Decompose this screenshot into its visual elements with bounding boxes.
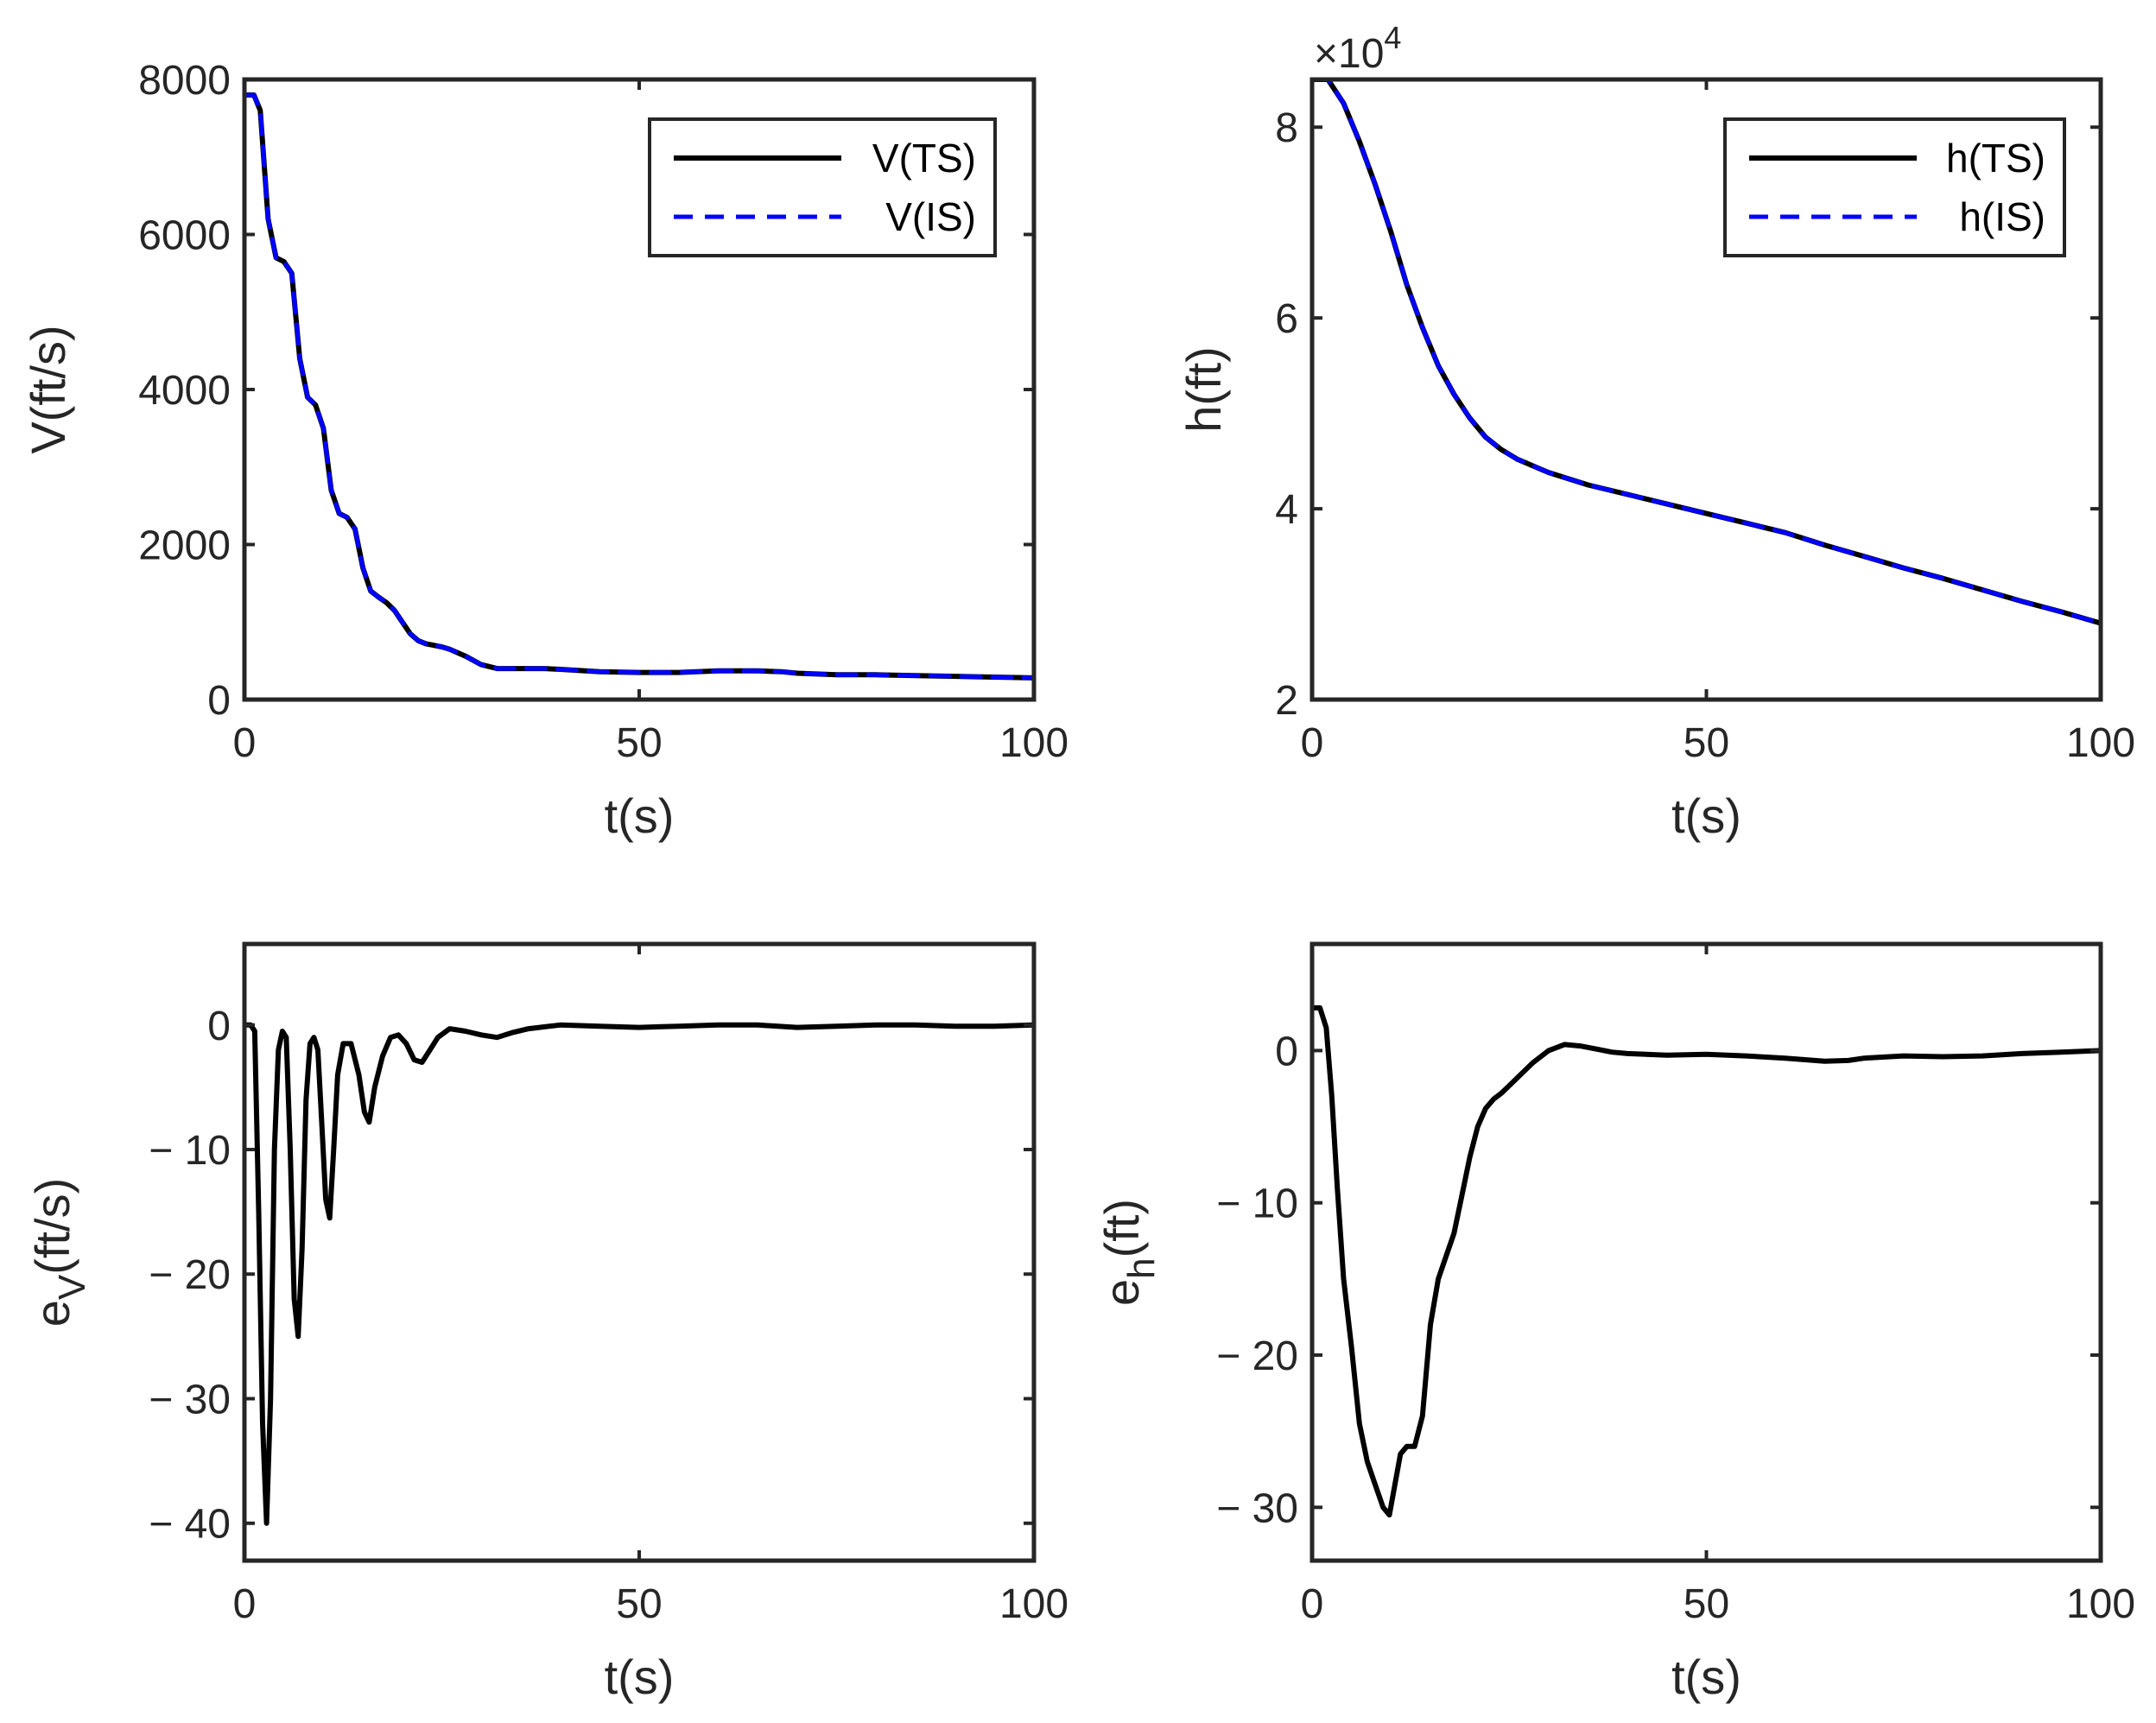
- y-axis-label: eh(ft): [1094, 1199, 1163, 1306]
- axes-box: [242, 941, 1037, 1563]
- x-tick-label: 50: [616, 720, 662, 766]
- x-tick-label: 50: [616, 1581, 662, 1627]
- y-tick-label: 0: [207, 1004, 231, 1049]
- y-tick-label: 0: [1275, 1029, 1298, 1074]
- series-line-e-v: [244, 1022, 1034, 1526]
- legend-label: h(TS): [1946, 136, 2045, 181]
- x-axis-label: t(s): [605, 1650, 675, 1704]
- x-axis-label: t(s): [1671, 1650, 1741, 1704]
- series-line-h-is-: [1312, 79, 2101, 626]
- y-tick-label: − 10: [1216, 1181, 1298, 1227]
- y-tick-label: − 30: [1216, 1485, 1298, 1531]
- y-axis-label: h(ft): [1176, 346, 1231, 433]
- x-tick-label: 100: [999, 1581, 1068, 1627]
- y-tick-label: − 20: [1216, 1333, 1298, 1379]
- y-tick-label: − 20: [149, 1252, 231, 1298]
- legend-label: h(IS): [1959, 194, 2045, 239]
- y-tick-label: − 30: [149, 1377, 231, 1422]
- x-axis-label: t(s): [605, 789, 675, 843]
- chart-panel-bottom-right: 0 50 100 − 30 − 20 − 10 0 t(s) eh(ft): [1094, 941, 2135, 1704]
- legend-label: V(IS): [885, 194, 976, 239]
- x-tick-label: 100: [2066, 720, 2135, 766]
- chart-panel-top-left: 0 50 10002000400060008000t(s)V(ft/s)V(TS)V…: [21, 58, 1068, 843]
- x-tick-label: 0: [233, 720, 257, 766]
- y-tick-label: 4000: [138, 368, 231, 414]
- y-tick-label: − 10: [149, 1128, 231, 1174]
- y-axis-label: V(ft/s): [21, 325, 75, 453]
- x-tick-label: 0: [1301, 1581, 1324, 1627]
- x-tick-label: 50: [1684, 720, 1729, 766]
- series-line-e-h: [1312, 1005, 2101, 1518]
- legend: h(TS) h(IS): [1723, 117, 2066, 257]
- x-tick-label: 100: [2066, 1581, 2135, 1627]
- y-tick-label: − 40: [149, 1502, 231, 1548]
- legend-label: V(TS): [872, 136, 976, 181]
- chart-panel-bottom-left: 0 50 100 − 40 − 30 − 20 − 10 0 t(s) eV(ft/s): [25, 941, 1068, 1704]
- x-axis-label: t(s): [1671, 789, 1741, 843]
- y-tick-label: 6: [1275, 296, 1298, 342]
- y-tick-label: 8: [1275, 105, 1298, 151]
- x-tick-label: 0: [1301, 720, 1324, 766]
- chart-panel-top-right: 0 50 100 2 4 6 8 t(s) h(ft) ×104 h(TS) h(IS): [1176, 20, 2135, 843]
- legend: V(TS) V(IS): [648, 117, 997, 257]
- y-exponent-label: ×104: [1314, 20, 1401, 77]
- series-line-v-is-: [244, 92, 1034, 681]
- y-tick-label: 2: [1275, 678, 1298, 724]
- y-tick-label: 2000: [138, 523, 231, 569]
- y-tick-label: 4: [1275, 487, 1298, 533]
- y-axis-label: eV(ft/s): [25, 1178, 93, 1327]
- y-tick-label: 0: [207, 678, 231, 724]
- x-tick-label: 50: [1684, 1581, 1729, 1627]
- x-tick-label: 100: [999, 720, 1068, 766]
- x-tick-label: 0: [233, 1581, 257, 1627]
- y-tick-label: 6000: [138, 213, 231, 259]
- axes-box: [1309, 941, 2103, 1563]
- y-tick-label: 8000: [138, 58, 231, 104]
